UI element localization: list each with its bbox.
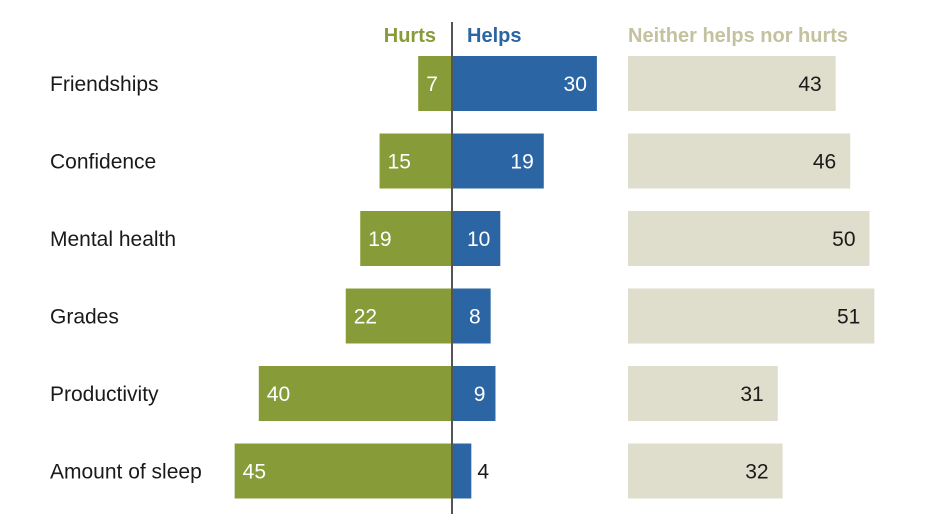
category-label-amount-of-sleep: Amount of sleep	[50, 461, 202, 484]
bar-helps-grades	[452, 288, 491, 344]
bar-neither-grades	[628, 288, 875, 344]
value-hurts-confidence: 15	[388, 151, 411, 174]
value-neither-confidence: 46	[813, 151, 836, 174]
bar-neither-productivity	[628, 366, 778, 421]
bar-neither-confidence	[628, 133, 851, 189]
bar-hurts-productivity	[258, 366, 452, 421]
bar-helps-mental-health	[452, 211, 501, 266]
value-helps-friendships: 30	[564, 73, 587, 96]
category-label-mental-health: Mental health	[50, 228, 176, 251]
value-neither-friendships: 43	[798, 73, 821, 96]
value-hurts-productivity: 40	[267, 383, 290, 406]
bar-helps-friendships	[452, 56, 597, 111]
value-hurts-friendships: 7	[426, 73, 438, 96]
legend-hurts: Hurts	[384, 25, 436, 47]
value-neither-mental-health: 50	[832, 228, 855, 251]
bar-hurts-friendships	[418, 56, 452, 111]
value-helps-amount-of-sleep: 4	[477, 461, 489, 484]
value-labels: 7 30 43 15 19 46 19 10 50 22 8 51 40 9 31 45 4 32	[243, 73, 861, 484]
value-neither-amount-of-sleep: 32	[745, 461, 768, 484]
category-label-productivity: Productivity	[50, 383, 159, 406]
category-label-confidence: Confidence	[50, 151, 156, 174]
bar-hurts-confidence	[379, 133, 452, 189]
legend: Hurts Helps Neither helps nor hurts	[384, 25, 848, 47]
value-hurts-grades: 22	[354, 306, 377, 329]
bar-hurts-amount-of-sleep	[234, 443, 452, 499]
legend-helps: Helps	[467, 25, 521, 47]
bar-helps-confidence	[452, 133, 544, 189]
bar-helps-productivity	[452, 366, 496, 421]
value-helps-mental-health: 10	[467, 228, 490, 251]
bar-helps-amount-of-sleep	[452, 443, 472, 499]
bar-neither-friendships	[628, 56, 836, 111]
bar-hurts-mental-health	[360, 211, 452, 266]
category-labels: Friendships Confidence Mental health Grades…	[50, 73, 202, 484]
legend-neither: Neither helps nor hurts	[628, 25, 848, 47]
bars	[234, 56, 875, 499]
bar-neither-amount-of-sleep	[628, 443, 783, 499]
value-helps-productivity: 9	[474, 383, 486, 406]
category-label-grades: Grades	[50, 306, 119, 329]
value-hurts-mental-health: 19	[368, 228, 391, 251]
value-helps-confidence: 19	[510, 151, 533, 174]
bar-hurts-grades	[345, 288, 452, 344]
bar-neither-mental-health	[628, 211, 870, 266]
value-hurts-amount-of-sleep: 45	[243, 461, 266, 484]
value-helps-grades: 8	[469, 306, 481, 329]
value-neither-productivity: 31	[740, 383, 763, 406]
category-label-friendships: Friendships	[50, 73, 159, 96]
value-neither-grades: 51	[837, 306, 860, 329]
